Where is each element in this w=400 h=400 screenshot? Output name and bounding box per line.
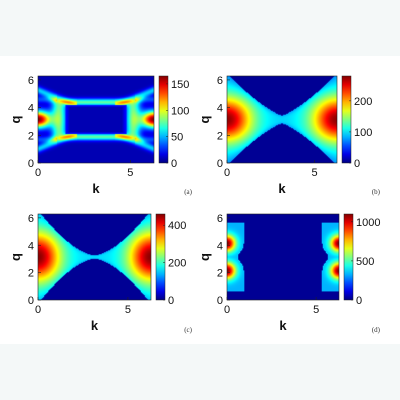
- plot-frame: [226, 213, 340, 301]
- heatmap-image: [227, 76, 337, 163]
- colorbar-tick-label: 0: [354, 158, 360, 170]
- y-tick-label: 2: [217, 130, 223, 142]
- x-tick-label: 0: [35, 167, 41, 179]
- y-tick-label: 0: [28, 295, 34, 307]
- y-tick-label: 6: [217, 75, 223, 87]
- y-axis-label: q: [197, 253, 212, 261]
- y-tick-label: 4: [217, 240, 223, 252]
- y-tick-label: 4: [28, 240, 34, 252]
- colorbar: [158, 75, 169, 164]
- colorbar-tick-label: 400: [168, 220, 186, 232]
- panel-label: (a): [184, 188, 192, 196]
- x-tick-label: 5: [125, 304, 131, 316]
- colorbar: [343, 213, 354, 301]
- colorbar-tick-label: 200: [354, 96, 372, 108]
- x-tick-label: 5: [127, 167, 133, 179]
- panel-d: 0 5 0 2 4 6 k q 0 500 1000 (d): [197, 213, 381, 334]
- panel-label: (c): [184, 326, 192, 334]
- y-tick-label: 2: [28, 130, 34, 142]
- colorbar-tick-label: 500: [356, 256, 374, 268]
- y-axis-label: q: [8, 115, 23, 123]
- panel-b: 0 5 0 2 4 6 k q 0 100 200 (b): [197, 75, 381, 196]
- colorbar-tick-label: 100: [354, 127, 372, 139]
- y-tick-label: 4: [28, 103, 34, 115]
- y-tick-label: 0: [217, 158, 223, 170]
- x-tick-label: 5: [311, 167, 317, 179]
- plot-frame: [37, 75, 155, 164]
- y-tick-label: 2: [28, 268, 34, 280]
- colorbar-tick-label: 0: [171, 158, 177, 170]
- colorbar-tick-label: 50: [171, 132, 183, 144]
- colorbar-tick-label: 200: [168, 258, 186, 270]
- figure: 0 5 0 2 4 6 k q 0 50 100 150 (a) 0 5 0 2 4 6 k q 0 100 200 (b) 0 5…: [0, 56, 400, 344]
- x-tick-label: 0: [35, 304, 41, 316]
- x-axis-label: k: [92, 181, 100, 196]
- x-tick-label: 0: [224, 167, 230, 179]
- y-axis-label: q: [8, 253, 23, 261]
- heatmap-image: [38, 76, 154, 163]
- panel-c: 0 5 0 2 4 6 k q 0 200 400 (c): [8, 213, 193, 334]
- y-tick-label: 0: [217, 295, 223, 307]
- x-tick-label: 5: [313, 304, 319, 316]
- y-tick-label: 6: [28, 75, 34, 87]
- heatmap-image: [227, 214, 339, 300]
- y-tick-label: 6: [217, 213, 223, 225]
- panel-label: (b): [372, 188, 381, 196]
- y-tick-label: 2: [217, 268, 223, 280]
- colorbar-tick-label: 0: [356, 295, 362, 307]
- panel-label: (d): [372, 326, 381, 334]
- colorbar: [155, 213, 166, 301]
- x-axis-label: k: [91, 318, 99, 333]
- y-tick-label: 4: [217, 103, 223, 115]
- x-tick-label: 0: [224, 304, 230, 316]
- colorbar-tick-label: 0: [168, 295, 174, 307]
- x-axis-label: k: [279, 318, 287, 333]
- colorbar: [341, 75, 352, 164]
- plot-frame: [37, 213, 152, 301]
- y-tick-label: 6: [28, 213, 34, 225]
- colorbar-tick-label: 150: [171, 79, 189, 91]
- colorbar-tick-label: 1000: [356, 217, 380, 229]
- y-tick-label: 0: [28, 158, 34, 170]
- plot-frame: [226, 75, 338, 164]
- y-axis-label: q: [197, 115, 212, 123]
- x-axis-label: k: [278, 181, 286, 196]
- colorbar-tick-label: 100: [171, 105, 189, 117]
- heatmap-image: [38, 214, 151, 300]
